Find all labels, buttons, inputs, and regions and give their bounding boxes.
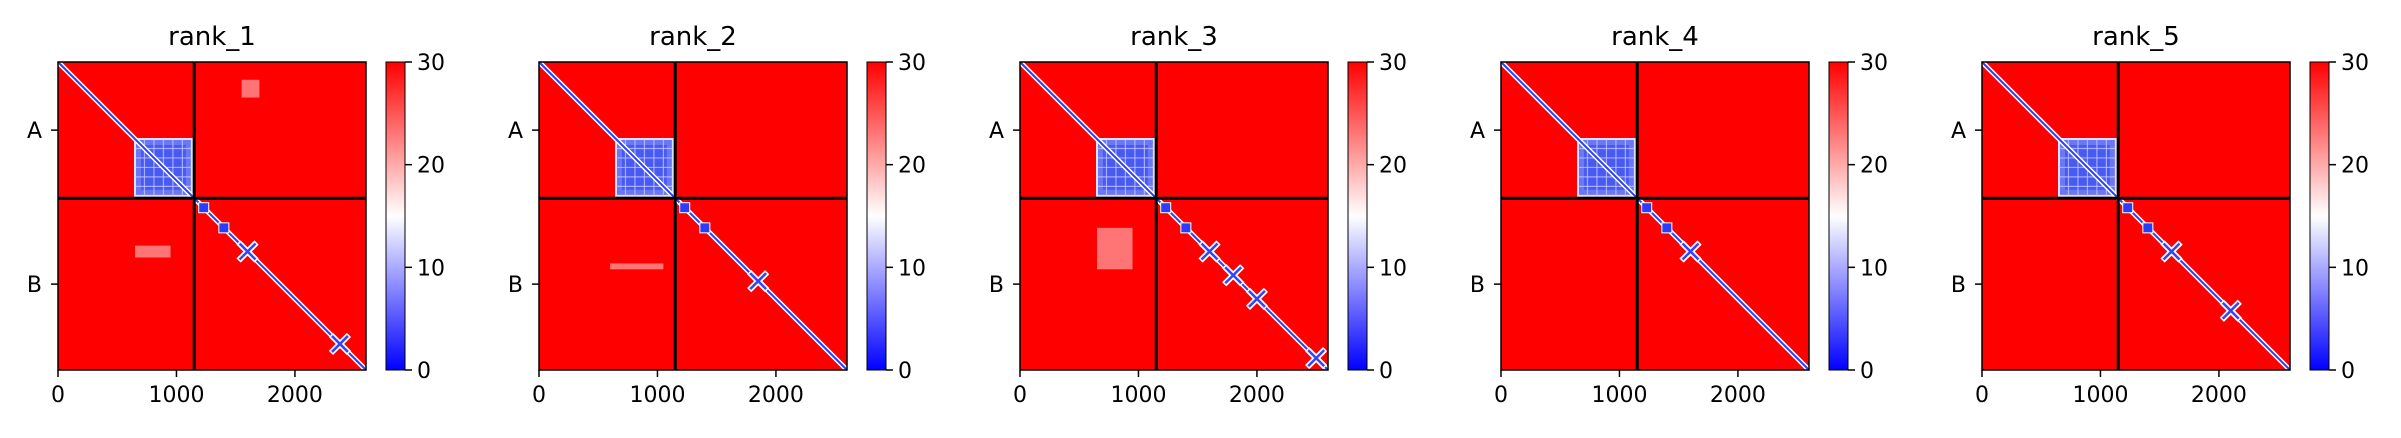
axes-frame xyxy=(1981,61,2291,371)
diagonal-line xyxy=(538,61,848,371)
panel-title: rank_5 xyxy=(2092,22,2180,52)
contact-x-core xyxy=(1248,290,1266,308)
x-tick-label: 2000 xyxy=(1710,383,1766,408)
diagonal-domain xyxy=(198,202,210,214)
colorbar-tick-label: 20 xyxy=(1860,154,1888,179)
colorbar xyxy=(1828,61,1849,371)
panel-title: rank_2 xyxy=(649,22,737,52)
heatmap-panel-3: rank_3 0 1000 2000 A B 0 10 20 30 xyxy=(989,22,1407,408)
y-tick-label: A xyxy=(508,119,523,144)
x-tick-label: 1000 xyxy=(148,383,204,408)
colorbar-tick-label: 10 xyxy=(1379,256,1407,281)
x-tick-label: 0 xyxy=(51,383,65,408)
colorbar xyxy=(1347,61,1368,371)
y-tick-label: A xyxy=(1951,119,1966,144)
heatmap-panel-4: rank_4 0 1000 2000 A B 0 10 20 30 xyxy=(1470,22,1888,408)
contact-x-core xyxy=(1200,242,1219,261)
colorbar-tick-label: 10 xyxy=(1860,256,1888,281)
axes-frame xyxy=(538,61,848,371)
axes-frame xyxy=(1019,61,1329,371)
axes-frame xyxy=(57,61,367,371)
colorbar-tick-label: 0 xyxy=(1860,359,1874,384)
diagonal-line xyxy=(57,61,367,371)
y-tick-label: B xyxy=(1951,273,1966,298)
y-tick-label: A xyxy=(989,119,1004,144)
y-tick-label: B xyxy=(27,273,42,298)
x-tick-label: 1000 xyxy=(2072,383,2128,408)
x-tick-label: 2000 xyxy=(748,383,804,408)
colorbar-tick-label: 30 xyxy=(2341,51,2369,76)
diagonal-domain xyxy=(1160,202,1172,214)
colorbar-tick-label: 20 xyxy=(1379,154,1407,179)
x-tick-label: 1000 xyxy=(629,383,685,408)
contact-x-core xyxy=(238,242,257,261)
colorbar-tick-label: 0 xyxy=(1379,359,1393,384)
colorbar-tick-label: 0 xyxy=(417,359,431,384)
x-tick-label: 0 xyxy=(532,383,546,408)
diagonal-domain xyxy=(1661,222,1673,234)
diagonal-line xyxy=(1019,61,1329,371)
colorbar-tick-label: 0 xyxy=(2341,359,2355,384)
x-tick-label: 2000 xyxy=(267,383,323,408)
diagonal-domain xyxy=(1641,202,1653,214)
colorbar-tick-label: 30 xyxy=(898,51,926,76)
heatmap-panel-5: rank_5 0 1000 2000 A B 0 10 20 30 xyxy=(1951,22,2369,408)
y-tick-label: A xyxy=(1470,119,1485,144)
x-tick-label: 0 xyxy=(1975,383,1989,408)
contact-x-core xyxy=(2221,301,2240,320)
y-tick-label: A xyxy=(27,119,42,144)
diagonal-domain xyxy=(2142,222,2154,234)
light-patch xyxy=(135,245,171,258)
colorbar-tick-label: 10 xyxy=(898,256,926,281)
y-tick-label: B xyxy=(989,273,1004,298)
diagonal-domain xyxy=(699,222,711,234)
x-tick-label: 0 xyxy=(1494,383,1508,408)
panel-title: rank_4 xyxy=(1611,22,1699,52)
colorbar xyxy=(2309,61,2330,371)
diagonal-domain xyxy=(1180,222,1192,234)
contact-x-core xyxy=(331,335,349,353)
colorbar-tick-label: 30 xyxy=(1379,51,1407,76)
contact-x-core xyxy=(1307,349,1326,368)
diagonal-domain xyxy=(679,202,691,214)
axes-frame xyxy=(1500,61,1810,371)
contact-x-core xyxy=(749,272,768,291)
light-patch xyxy=(610,263,664,270)
y-tick-label: B xyxy=(508,273,523,298)
x-tick-label: 1000 xyxy=(1591,383,1647,408)
colorbar-tick-label: 0 xyxy=(898,359,912,384)
diagonal-domain xyxy=(2122,202,2134,214)
contact-x-core xyxy=(2162,242,2181,261)
colorbar xyxy=(385,61,406,371)
colorbar xyxy=(866,61,887,371)
x-tick-label: 0 xyxy=(1013,383,1027,408)
x-tick-label: 2000 xyxy=(2191,383,2247,408)
light-patch xyxy=(1097,227,1133,270)
diagonal-line xyxy=(1500,61,1810,371)
colorbar-tick-label: 30 xyxy=(1860,51,1888,76)
colorbar-tick-label: 10 xyxy=(2341,256,2369,281)
contact-x-core xyxy=(1681,242,1700,261)
heatmap-panel-2: rank_2 0 1000 2000 A B 0 10 20 30 xyxy=(508,22,926,408)
x-tick-label: 2000 xyxy=(1229,383,1285,408)
panel-title: rank_1 xyxy=(168,22,256,52)
y-tick-label: B xyxy=(1470,273,1485,298)
colorbar-tick-label: 20 xyxy=(417,154,445,179)
x-tick-label: 1000 xyxy=(1110,383,1166,408)
light-patch xyxy=(241,79,260,98)
heatmap-panel-1: rank_1 0 1000 2000 A B 0 10 20 30 xyxy=(27,22,445,408)
panel-title: rank_3 xyxy=(1130,22,1218,52)
colorbar-tick-label: 20 xyxy=(898,154,926,179)
colorbar-tick-label: 30 xyxy=(417,51,445,76)
colorbar-tick-label: 10 xyxy=(417,256,445,281)
colorbar-tick-label: 20 xyxy=(2341,154,2369,179)
contact-x-core xyxy=(1224,266,1243,285)
diagonal-domain xyxy=(218,222,230,234)
